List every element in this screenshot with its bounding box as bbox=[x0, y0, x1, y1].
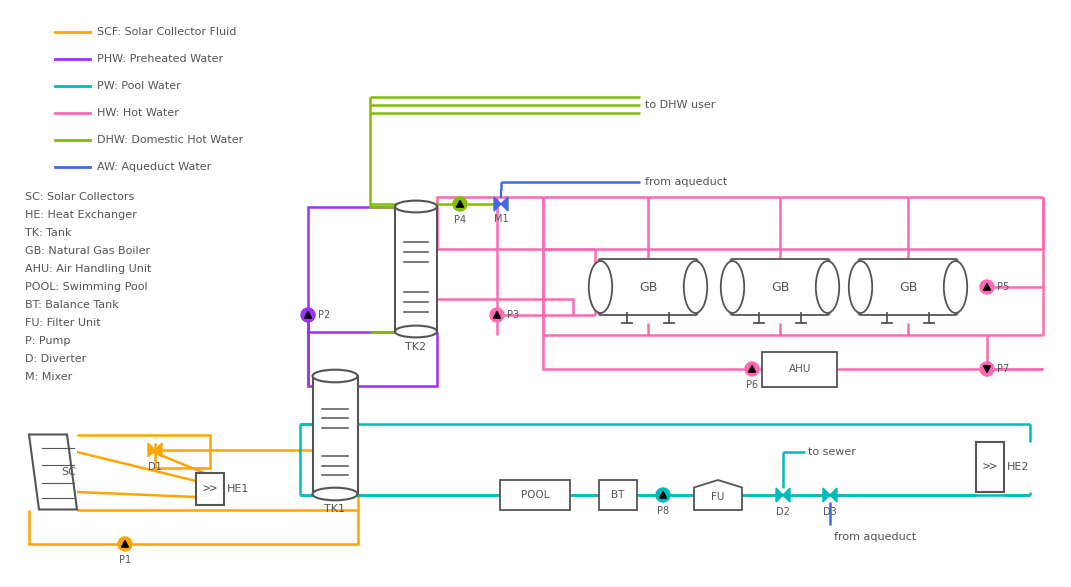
Polygon shape bbox=[823, 488, 830, 502]
FancyBboxPatch shape bbox=[859, 259, 957, 315]
Text: SCF: Solar Collector Fluid: SCF: Solar Collector Fluid bbox=[97, 27, 237, 37]
Text: to DHW user: to DHW user bbox=[645, 100, 715, 110]
Bar bbox=[976, 442, 1004, 492]
Polygon shape bbox=[456, 201, 464, 207]
Polygon shape bbox=[776, 488, 783, 502]
Text: P5: P5 bbox=[997, 282, 1009, 292]
Text: GB: Natural Gas Boiler: GB: Natural Gas Boiler bbox=[25, 246, 150, 256]
Ellipse shape bbox=[313, 488, 358, 500]
Text: GB: GB bbox=[899, 281, 917, 294]
Ellipse shape bbox=[721, 261, 744, 313]
Text: GB: GB bbox=[638, 281, 658, 294]
Ellipse shape bbox=[849, 261, 872, 313]
Text: HE2: HE2 bbox=[1007, 462, 1029, 472]
Text: >>: >> bbox=[982, 460, 997, 474]
Text: BT: Balance Tank: BT: Balance Tank bbox=[25, 300, 119, 310]
Polygon shape bbox=[148, 443, 155, 457]
Text: DHW: Domestic Hot Water: DHW: Domestic Hot Water bbox=[97, 135, 243, 145]
Ellipse shape bbox=[683, 261, 707, 313]
Text: from aqueduct: from aqueduct bbox=[645, 177, 727, 187]
Text: P4: P4 bbox=[454, 215, 466, 225]
Text: HE: Heat Exchanger: HE: Heat Exchanger bbox=[25, 210, 137, 220]
Ellipse shape bbox=[395, 201, 437, 212]
Bar bbox=[395, 207, 437, 332]
Polygon shape bbox=[494, 197, 501, 211]
Circle shape bbox=[657, 488, 670, 502]
Polygon shape bbox=[694, 480, 742, 510]
Polygon shape bbox=[983, 284, 991, 290]
Circle shape bbox=[301, 308, 315, 322]
Text: BT: BT bbox=[612, 490, 624, 500]
Polygon shape bbox=[501, 197, 508, 211]
Polygon shape bbox=[660, 491, 666, 498]
Text: HE1: HE1 bbox=[227, 484, 250, 494]
Text: P3: P3 bbox=[507, 310, 519, 320]
Text: TK: Tank: TK: Tank bbox=[25, 228, 72, 238]
Text: to sewer: to sewer bbox=[808, 447, 856, 457]
Circle shape bbox=[453, 197, 467, 211]
Text: POOL: POOL bbox=[521, 490, 549, 500]
Text: PHW: Preheated Water: PHW: Preheated Water bbox=[97, 54, 223, 64]
FancyBboxPatch shape bbox=[730, 259, 830, 315]
Text: POOL: Swimming Pool: POOL: Swimming Pool bbox=[25, 282, 148, 292]
Bar bbox=[500, 480, 570, 510]
Text: TK1: TK1 bbox=[325, 504, 346, 514]
Text: P2: P2 bbox=[318, 310, 330, 320]
Text: FU: FU bbox=[711, 492, 725, 502]
Polygon shape bbox=[783, 488, 790, 502]
Text: D2: D2 bbox=[776, 507, 790, 517]
Polygon shape bbox=[304, 312, 312, 318]
Polygon shape bbox=[121, 541, 129, 547]
Circle shape bbox=[980, 280, 994, 294]
Text: FU: Filter Unit: FU: Filter Unit bbox=[25, 318, 101, 328]
Text: P1: P1 bbox=[119, 555, 131, 565]
Text: P8: P8 bbox=[657, 506, 669, 516]
Bar bbox=[313, 376, 358, 494]
Text: D3: D3 bbox=[824, 507, 836, 517]
Text: P6: P6 bbox=[745, 380, 758, 390]
Text: AW: Aqueduct Water: AW: Aqueduct Water bbox=[97, 162, 211, 172]
Text: SC: SC bbox=[61, 467, 76, 477]
Text: PW: Pool Water: PW: Pool Water bbox=[97, 81, 181, 91]
Text: M1: M1 bbox=[494, 214, 509, 224]
Bar bbox=[763, 352, 838, 386]
Ellipse shape bbox=[395, 326, 437, 338]
Text: GB: GB bbox=[771, 281, 789, 294]
Text: D: Diverter: D: Diverter bbox=[25, 354, 87, 364]
Text: AHU: Air Handling Unit: AHU: Air Handling Unit bbox=[25, 264, 151, 274]
Circle shape bbox=[980, 362, 994, 376]
Circle shape bbox=[745, 362, 759, 376]
Circle shape bbox=[491, 308, 504, 322]
Ellipse shape bbox=[944, 261, 967, 313]
Polygon shape bbox=[830, 488, 838, 502]
Bar bbox=[599, 480, 637, 510]
Polygon shape bbox=[494, 312, 500, 318]
Text: D1: D1 bbox=[148, 462, 162, 472]
Text: from aqueduct: from aqueduct bbox=[834, 532, 917, 542]
Polygon shape bbox=[749, 366, 755, 372]
Text: SC: Solar Collectors: SC: Solar Collectors bbox=[25, 192, 134, 202]
Ellipse shape bbox=[313, 370, 358, 382]
Ellipse shape bbox=[589, 261, 613, 313]
Text: P7: P7 bbox=[997, 364, 1009, 374]
Text: HW: Hot Water: HW: Hot Water bbox=[97, 108, 179, 118]
Circle shape bbox=[118, 537, 132, 551]
Polygon shape bbox=[155, 443, 162, 457]
Bar bbox=[196, 473, 224, 505]
Text: TK2: TK2 bbox=[406, 342, 426, 352]
Text: M: Mixer: M: Mixer bbox=[25, 372, 72, 382]
FancyBboxPatch shape bbox=[599, 259, 697, 315]
Text: >>: >> bbox=[202, 483, 217, 495]
Text: AHU: AHU bbox=[789, 364, 811, 374]
Ellipse shape bbox=[816, 261, 840, 313]
Text: P: Pump: P: Pump bbox=[25, 336, 71, 346]
Polygon shape bbox=[983, 366, 991, 373]
